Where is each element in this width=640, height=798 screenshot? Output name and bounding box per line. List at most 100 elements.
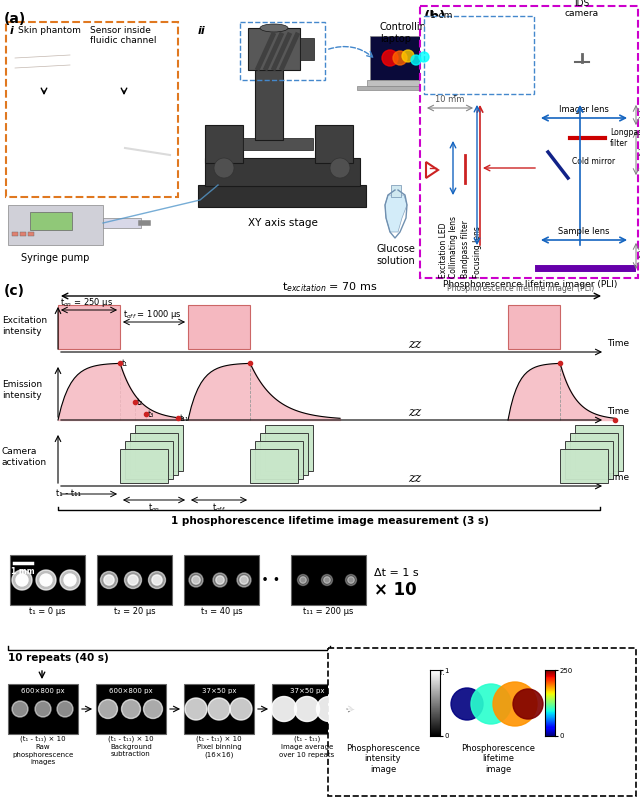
Bar <box>103 218 141 228</box>
Bar <box>8 684 78 734</box>
Text: t₂ = 20 μs: t₂ = 20 μs <box>114 607 156 616</box>
Text: (b): (b) <box>424 10 447 24</box>
Circle shape <box>143 700 163 718</box>
Bar <box>8 205 103 245</box>
Circle shape <box>208 698 230 720</box>
Text: 37×50 px: 37×50 px <box>290 688 324 694</box>
Circle shape <box>148 571 166 588</box>
Circle shape <box>405 699 415 709</box>
Circle shape <box>122 700 141 718</box>
Circle shape <box>513 689 543 719</box>
Text: zz: zz <box>408 472 422 484</box>
Bar <box>98 50 107 59</box>
Circle shape <box>271 697 296 721</box>
Bar <box>188 305 250 349</box>
Circle shape <box>189 573 203 587</box>
Circle shape <box>346 575 356 586</box>
Circle shape <box>230 698 252 720</box>
Bar <box>198 185 366 207</box>
Text: × 10: × 10 <box>374 581 417 599</box>
Bar <box>140 50 149 59</box>
Text: Phosphorescence lifetime imager (PLI): Phosphorescence lifetime imager (PLI) <box>447 284 594 293</box>
Text: Sensor inside
fluidic channel: Sensor inside fluidic channel <box>90 26 157 45</box>
Circle shape <box>104 575 114 585</box>
Bar <box>272 684 342 734</box>
Text: zz: zz <box>408 405 422 418</box>
Circle shape <box>451 688 483 720</box>
Text: (t₁ - t₁₁): (t₁ - t₁₁) <box>294 736 320 742</box>
Text: Glucose
solution: Glucose solution <box>376 244 415 266</box>
Text: i: i <box>10 26 14 36</box>
Bar <box>558 20 606 54</box>
Text: Skin phantom: Skin phantom <box>18 26 81 35</box>
Circle shape <box>152 575 162 585</box>
Bar <box>565 441 613 479</box>
Text: ii: ii <box>198 26 205 36</box>
Circle shape <box>382 50 398 66</box>
Circle shape <box>128 575 138 585</box>
Text: Emission
intensity: Emission intensity <box>2 381 42 400</box>
Text: (t₁ - t₁₁) × 10: (t₁ - t₁₁) × 10 <box>108 736 154 742</box>
Bar <box>250 449 298 483</box>
Circle shape <box>64 574 76 586</box>
Bar <box>370 36 438 80</box>
Bar <box>130 433 178 475</box>
Bar <box>367 80 441 86</box>
Text: Raw
phosphorescence
images: Raw phosphorescence images <box>12 744 74 765</box>
Circle shape <box>375 695 393 713</box>
Text: 20 mm: 20 mm <box>638 251 640 260</box>
Bar <box>135 425 183 471</box>
Text: Focusing lens: Focusing lens <box>472 226 481 278</box>
Text: • • •: • • • <box>250 574 280 587</box>
Bar <box>112 50 121 59</box>
Circle shape <box>100 571 118 588</box>
Text: Camera
activation: Camera activation <box>2 448 47 467</box>
Bar <box>20 232 26 236</box>
FancyBboxPatch shape <box>420 6 638 278</box>
Bar <box>453 668 543 740</box>
Circle shape <box>370 690 398 718</box>
Text: XY axis stage: XY axis stage <box>248 218 318 228</box>
Circle shape <box>393 51 407 65</box>
Circle shape <box>298 575 308 586</box>
Bar <box>508 305 560 349</box>
Text: 15 mm: 15 mm <box>638 110 640 120</box>
Bar <box>205 125 243 163</box>
Ellipse shape <box>260 24 288 32</box>
Text: t₂: t₂ <box>137 397 143 407</box>
Circle shape <box>216 576 224 584</box>
Circle shape <box>330 158 350 178</box>
Circle shape <box>321 575 333 586</box>
Circle shape <box>348 577 355 583</box>
Circle shape <box>192 576 200 584</box>
Bar <box>300 38 314 60</box>
Text: 1 cm: 1 cm <box>430 11 452 20</box>
Text: t₁₁: t₁₁ <box>180 414 189 423</box>
Text: IDS
camera: IDS camera <box>565 0 599 18</box>
Circle shape <box>36 570 56 590</box>
Text: 1 phosphorescence lifetime image measurement (3 s): 1 phosphorescence lifetime image measure… <box>171 516 489 526</box>
Circle shape <box>396 690 424 718</box>
Bar <box>10 38 78 86</box>
Circle shape <box>411 55 421 65</box>
Bar <box>260 433 308 475</box>
Bar <box>291 555 366 605</box>
Bar <box>184 684 254 734</box>
Text: t₁ = 0 μs: t₁ = 0 μs <box>29 607 66 616</box>
Circle shape <box>401 695 419 713</box>
Bar <box>188 18 373 243</box>
Circle shape <box>471 684 511 724</box>
Bar <box>12 232 18 236</box>
Text: t₁: t₁ <box>122 358 128 368</box>
Bar <box>120 449 168 483</box>
Circle shape <box>294 697 319 721</box>
Text: t$_{off}$ = 1000 μs: t$_{off}$ = 1000 μs <box>123 308 182 321</box>
Text: 25 mm: 25 mm <box>638 148 640 157</box>
Circle shape <box>300 577 307 583</box>
Bar <box>28 232 34 236</box>
Bar <box>560 22 604 50</box>
Bar <box>265 425 313 471</box>
Text: Sample lens: Sample lens <box>558 227 610 236</box>
Circle shape <box>351 699 361 709</box>
Bar <box>248 28 300 70</box>
